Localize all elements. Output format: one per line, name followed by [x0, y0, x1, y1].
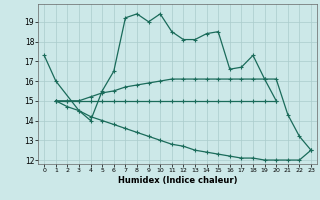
X-axis label: Humidex (Indice chaleur): Humidex (Indice chaleur)	[118, 176, 237, 185]
